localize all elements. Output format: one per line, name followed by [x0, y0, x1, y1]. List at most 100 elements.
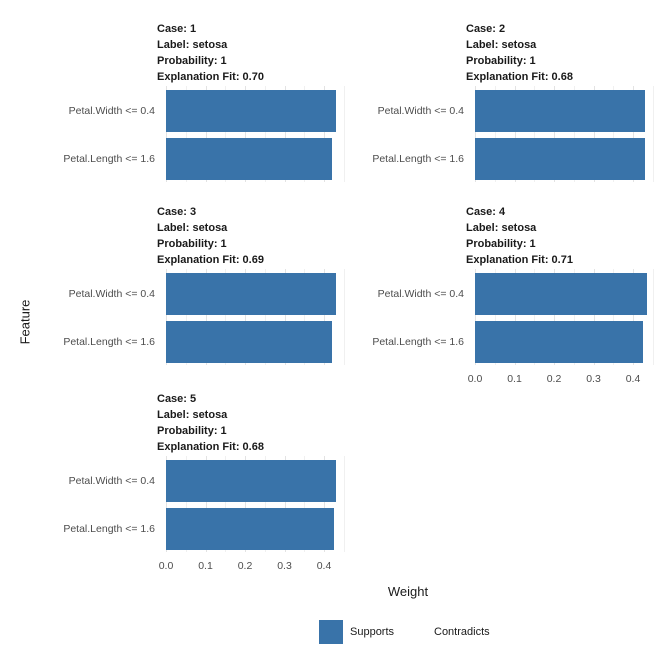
gridline [514, 269, 516, 365]
facet-strip: Case: 2 Label: setosa Probability: 1 Explan… [466, 21, 573, 85]
y-tick-label: Petal.Length <= 1.6 [372, 336, 464, 348]
y-axis-title: Feature [17, 299, 33, 345]
gridline [205, 269, 207, 365]
legend-key-contradicts [404, 620, 428, 644]
gridline [324, 456, 325, 552]
gridline [343, 269, 345, 365]
gridline [284, 269, 286, 365]
gridline [264, 86, 266, 182]
gridline [166, 269, 167, 365]
strip-line: Case: 3 [157, 206, 197, 218]
strip-line: Case: 5 [157, 393, 197, 405]
gridline [245, 456, 246, 552]
gridline [554, 86, 555, 182]
weight-bar [475, 273, 647, 315]
gridline [225, 86, 227, 182]
strip-line: Case: 1 [157, 23, 197, 35]
gridline [304, 456, 306, 552]
gridline [185, 86, 187, 182]
y-tick-label: Petal.Length <= 1.6 [63, 153, 155, 165]
strip-line: Explanation Fit: 0.68 [157, 441, 264, 453]
gridline [633, 269, 634, 365]
gridline [324, 269, 325, 365]
gridline [284, 456, 286, 552]
gridline [633, 86, 634, 182]
gridline [264, 269, 266, 365]
facet-panel [163, 269, 346, 365]
strip-line: Case: 2 [466, 23, 506, 35]
x-tick-label: 0.2 [237, 560, 253, 572]
gridline [166, 456, 167, 552]
x-tick-label: 0.0 [158, 560, 174, 572]
y-tick-label: Petal.Width <= 0.4 [377, 288, 464, 300]
facet-strip: Case: 5 Label: setosa Probability: 1 Explan… [157, 391, 264, 455]
gridline [573, 86, 575, 182]
gridline [343, 86, 345, 182]
strip-line: Explanation Fit: 0.68 [466, 71, 573, 83]
gridline [225, 456, 227, 552]
gridline [613, 269, 615, 365]
facet-panel [472, 86, 655, 182]
weight-bar [166, 460, 336, 502]
gridline [304, 269, 306, 365]
x-tick-label: 0.0 [467, 373, 483, 385]
strip-line: Probability: 1 [466, 55, 536, 67]
gridline [264, 456, 266, 552]
y-tick-label: Petal.Length <= 1.6 [63, 336, 155, 348]
facet-panel [163, 456, 346, 552]
strip-line: Explanation Fit: 0.71 [466, 254, 573, 266]
weight-bar [166, 90, 336, 132]
x-tick-label: 0.2 [546, 373, 562, 385]
weight-bar [166, 273, 336, 315]
y-tick-label: Petal.Width <= 0.4 [377, 105, 464, 117]
strip-line: Label: setosa [466, 222, 537, 234]
strip-line: Probability: 1 [466, 238, 536, 250]
weight-bar [166, 138, 332, 180]
gridline [304, 86, 306, 182]
strip-line: Label: setosa [157, 222, 228, 234]
gridline [593, 86, 595, 182]
weight-bar [166, 321, 332, 363]
gridline [475, 269, 476, 365]
y-tick-label: Petal.Width <= 0.4 [68, 475, 155, 487]
strip-line: Explanation Fit: 0.69 [157, 254, 264, 266]
strip-line: Explanation Fit: 0.70 [157, 71, 264, 83]
x-tick-label: 0.3 [586, 373, 601, 385]
strip-line: Label: setosa [157, 409, 228, 421]
gridline [205, 86, 207, 182]
gridline [593, 269, 595, 365]
legend-label-contradicts: Contradicts [434, 626, 490, 638]
gridline [652, 269, 654, 365]
weight-bar [475, 138, 645, 180]
gridline [245, 269, 246, 365]
gridline [245, 86, 246, 182]
strip-line: Label: setosa [157, 39, 228, 51]
weight-bar [166, 508, 334, 550]
gridline [573, 269, 575, 365]
gridline [324, 86, 325, 182]
gridline [514, 86, 516, 182]
gridline [554, 269, 555, 365]
gridline [534, 86, 536, 182]
gridline [652, 86, 654, 182]
strip-line: Probability: 1 [157, 425, 227, 437]
gridline [166, 86, 167, 182]
gridline [225, 269, 227, 365]
legend-key-supports [319, 620, 343, 644]
facet-panel [472, 269, 655, 365]
x-tick-label: 0.1 [198, 560, 213, 572]
strip-line: Probability: 1 [157, 238, 227, 250]
weight-bar [475, 90, 645, 132]
x-tick-label: 0.1 [507, 373, 522, 385]
facet-strip: Case: 4 Label: setosa Probability: 1 Explan… [466, 204, 573, 268]
gridline [494, 86, 496, 182]
gridline [613, 86, 615, 182]
facet-strip: Case: 3 Label: setosa Probability: 1 Explan… [157, 204, 264, 268]
y-tick-label: Petal.Length <= 1.6 [63, 523, 155, 535]
gridline [494, 269, 496, 365]
legend-label-supports: Supports [350, 626, 395, 638]
strip-line: Probability: 1 [157, 55, 227, 67]
gridline [475, 86, 476, 182]
facet-strip: Case: 1 Label: setosa Probability: 1 Explan… [157, 21, 264, 85]
